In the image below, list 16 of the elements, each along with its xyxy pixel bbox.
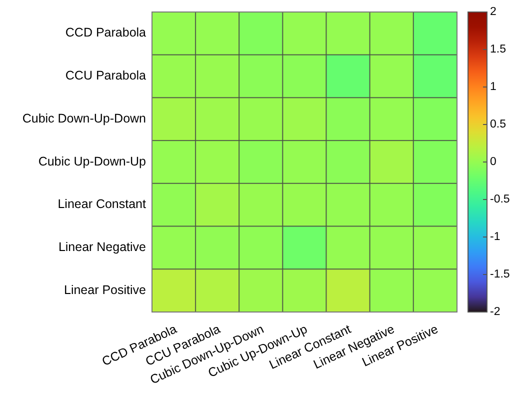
- y-tick-label: Cubic Down-Up-Down: [22, 111, 146, 126]
- color-bar-label: 1.5: [490, 44, 506, 56]
- color-bar-label: 0.5: [490, 118, 506, 131]
- y-tick-label: Linear Constant: [58, 197, 147, 212]
- y-tick-label: CCU Parabola: [65, 68, 146, 83]
- color-bar-label: 1: [490, 81, 496, 94]
- color-bar-label: 0: [490, 156, 496, 168]
- color-bar-label: -1: [490, 231, 500, 244]
- y-tick-label: Linear Positive: [64, 282, 146, 297]
- y-tick-label: CCD Parabola: [65, 26, 146, 40]
- color-bar-label: -0.5: [490, 194, 510, 206]
- y-tick-label: Cubic Up-Down-Up: [38, 154, 146, 168]
- color-bar-label: 2: [490, 6, 496, 18]
- y-tick-label: Linear Negative: [58, 240, 146, 254]
- color-bar-label: -2: [490, 306, 500, 318]
- color-bar-label: -1.5: [490, 268, 510, 281]
